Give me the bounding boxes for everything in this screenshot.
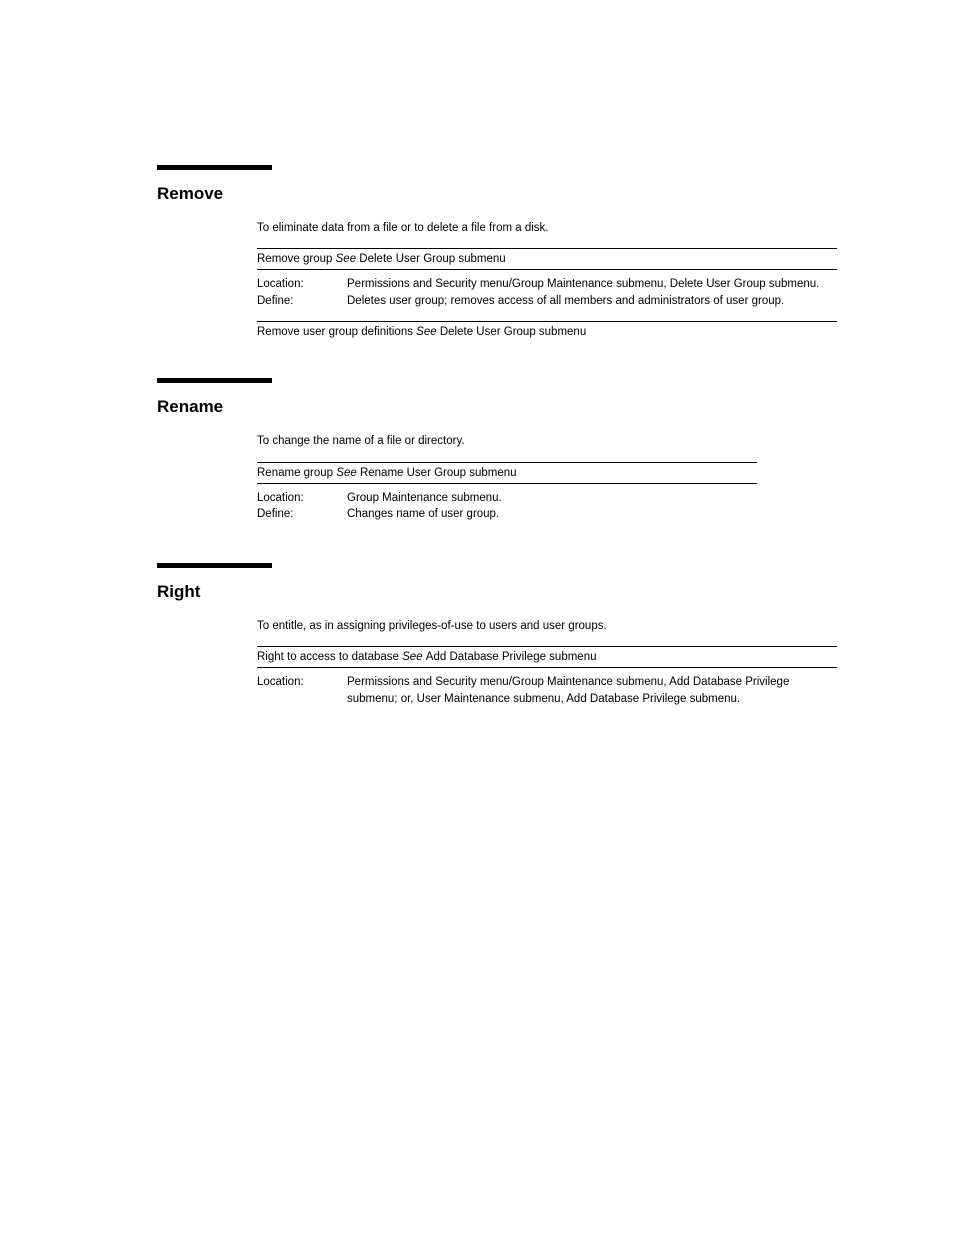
section-rule xyxy=(157,378,272,383)
definition-label: Location: xyxy=(257,276,347,293)
entry: Remove user group definitions See Delete… xyxy=(257,321,837,338)
section: Remove To eliminate data from a file or t… xyxy=(157,165,837,338)
entry: Right to access to database See Add Data… xyxy=(257,646,837,707)
entry-title: Right to access to database See Add Data… xyxy=(257,646,837,663)
entry-title: Rename group See Rename User Group subme… xyxy=(257,462,757,479)
section-rule xyxy=(157,165,272,170)
entry-definitions: Location:Permissions and Security menu/G… xyxy=(257,269,837,309)
section: Right To entitle, as in assigning privile… xyxy=(157,563,837,707)
definition-row: Define:Changes name of user group. xyxy=(257,506,757,523)
definition-text: Deletes user group; removes access of al… xyxy=(347,293,837,310)
see-reference: Delete User Group submenu xyxy=(440,326,586,338)
section-body: To entitle, as in assigning privileges-o… xyxy=(157,618,837,707)
page-content: Remove To eliminate data from a file or t… xyxy=(157,165,837,747)
section-intro: To eliminate data from a file or to dele… xyxy=(257,220,837,236)
see-reference: Rename User Group submenu xyxy=(360,467,517,479)
section: Rename To change the name of a file or di… xyxy=(157,378,837,522)
entry-title: Remove user group definitions See Delete… xyxy=(257,321,837,338)
section-intro: To entitle, as in assigning privileges-o… xyxy=(257,618,837,634)
definition-row: Location:Group Maintenance submenu. xyxy=(257,490,757,507)
entry-title: Remove group See Delete User Group subme… xyxy=(257,248,837,265)
see-label: See xyxy=(336,253,360,265)
definition-text: Changes name of user group. xyxy=(347,506,757,523)
see-label: See xyxy=(416,326,440,338)
section-intro: To change the name of a file or director… xyxy=(257,433,837,449)
section-body: To change the name of a file or director… xyxy=(157,433,837,522)
entry-title-prefix: Remove group xyxy=(257,253,336,265)
see-label: See xyxy=(336,467,360,479)
see-reference: Delete User Group submenu xyxy=(359,253,505,265)
section-heading: Remove xyxy=(157,184,837,204)
definition-label: Define: xyxy=(257,506,347,523)
entry-title-prefix: Rename group xyxy=(257,467,336,479)
definition-row: Location:Permissions and Security menu/G… xyxy=(257,276,837,293)
entry-title-prefix: Right to access to database xyxy=(257,651,402,663)
definition-row: Location:Permissions and Security menu/G… xyxy=(257,674,837,707)
definition-label: Location: xyxy=(257,490,347,507)
entry-title-prefix: Remove user group definitions xyxy=(257,326,416,338)
definition-text: Group Maintenance submenu. xyxy=(347,490,757,507)
entry-definitions: Location:Permissions and Security menu/G… xyxy=(257,667,837,707)
see-reference: Add Database Privilege submenu xyxy=(426,651,597,663)
entry: Rename group See Rename User Group subme… xyxy=(257,462,837,523)
entry: Remove group See Delete User Group subme… xyxy=(257,248,837,309)
section-heading: Rename xyxy=(157,397,837,417)
definition-label: Location: xyxy=(257,674,347,707)
definition-text: Permissions and Security menu/Group Main… xyxy=(347,674,837,707)
entry-definitions: Location:Group Maintenance submenu.Defin… xyxy=(257,483,757,523)
definition-label: Define: xyxy=(257,293,347,310)
section-heading: Right xyxy=(157,582,837,602)
definition-text: Permissions and Security menu/Group Main… xyxy=(347,276,837,293)
see-label: See xyxy=(402,651,426,663)
section-body: To eliminate data from a file or to dele… xyxy=(157,220,837,338)
section-rule xyxy=(157,563,272,568)
definition-row: Define:Deletes user group; removes acces… xyxy=(257,293,837,310)
